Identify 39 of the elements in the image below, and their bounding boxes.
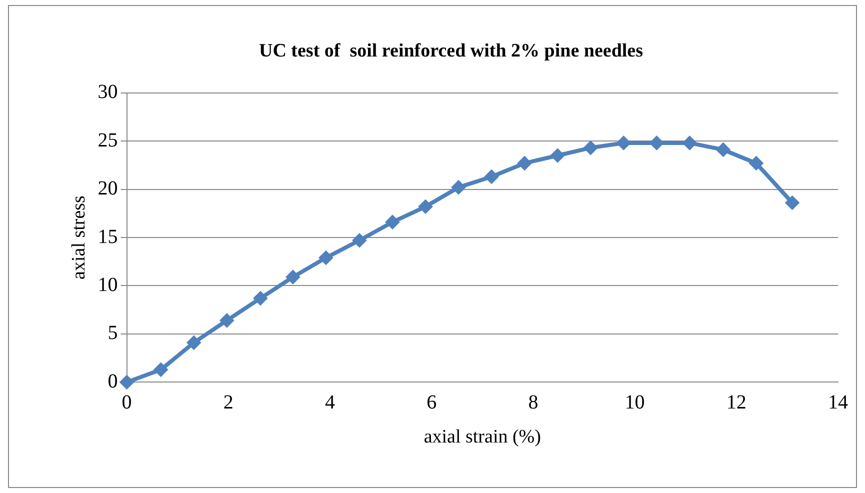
point [484, 170, 499, 184]
point [120, 375, 134, 390]
point [385, 215, 400, 230]
point [318, 250, 333, 265]
point [352, 233, 366, 248]
x-tick-label: 14 [828, 391, 848, 414]
point [286, 270, 300, 284]
x-tick-label: 8 [528, 391, 538, 414]
chart-title: UC test of soil reinforced with 2% pine needles [258, 40, 644, 62]
point [785, 196, 800, 210]
x-tick-label: 4 [325, 391, 335, 414]
point [616, 136, 631, 150]
y-tick-label: 10 [98, 274, 118, 296]
x-tick-label: 0 [122, 391, 132, 414]
y-tick-label: 5 [108, 322, 118, 344]
y-tick-label: 0 [108, 370, 118, 392]
x-tick-label: 12 [726, 391, 746, 414]
y-tick-label: 25 [98, 129, 118, 152]
point [650, 136, 664, 150]
point [584, 140, 598, 155]
point [154, 362, 168, 377]
point [418, 200, 433, 214]
x-axis-title: axial strain (%) [424, 426, 541, 448]
point [452, 180, 466, 194]
y-tick-label: 20 [98, 178, 118, 200]
point [220, 313, 234, 328]
y-tick-label: 15 [98, 226, 118, 248]
y-axis-title: axial stress [68, 196, 90, 280]
point [749, 156, 764, 170]
x-tick-label: 2 [223, 391, 234, 414]
point [682, 136, 697, 150]
x-tick-label: 6 [426, 391, 437, 414]
point [716, 142, 730, 157]
point [253, 291, 268, 306]
x-tick-label: 10 [624, 391, 645, 414]
point [518, 156, 532, 170]
point [186, 336, 201, 350]
y-tick-label: 30 [98, 81, 118, 104]
point [550, 148, 565, 163]
